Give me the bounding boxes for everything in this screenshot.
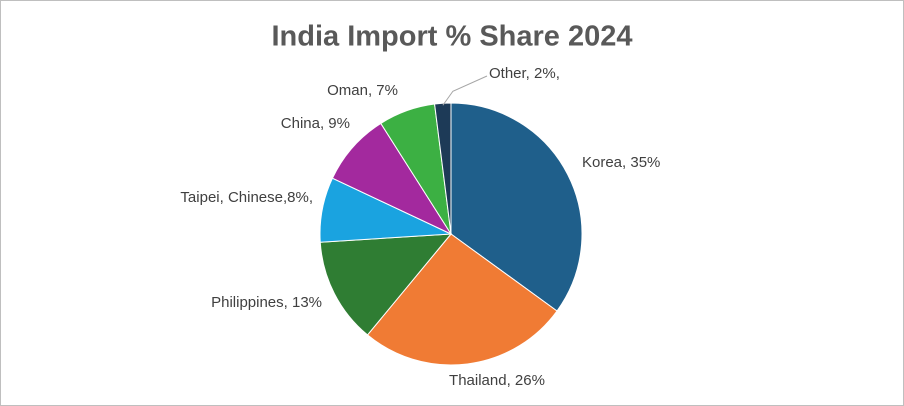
- pie-slice: [450, 102, 583, 312]
- data-label: China, 9%: [281, 115, 350, 132]
- pie-slice: [434, 102, 452, 235]
- data-label: Thailand, 26%: [449, 372, 545, 389]
- pie-slice: [366, 233, 558, 366]
- data-label: Oman, 7%: [327, 82, 398, 99]
- data-label: Other, 2%,: [489, 65, 560, 82]
- pie-slice: [319, 233, 453, 336]
- data-label: Korea, 35%: [582, 154, 660, 171]
- leader-line: [442, 75, 488, 106]
- data-label: Taipei, Chinese,8%,: [180, 189, 313, 206]
- chart-title: India Import % Share 2024: [271, 21, 632, 53]
- data-label: Philippines, 13%: [211, 294, 322, 311]
